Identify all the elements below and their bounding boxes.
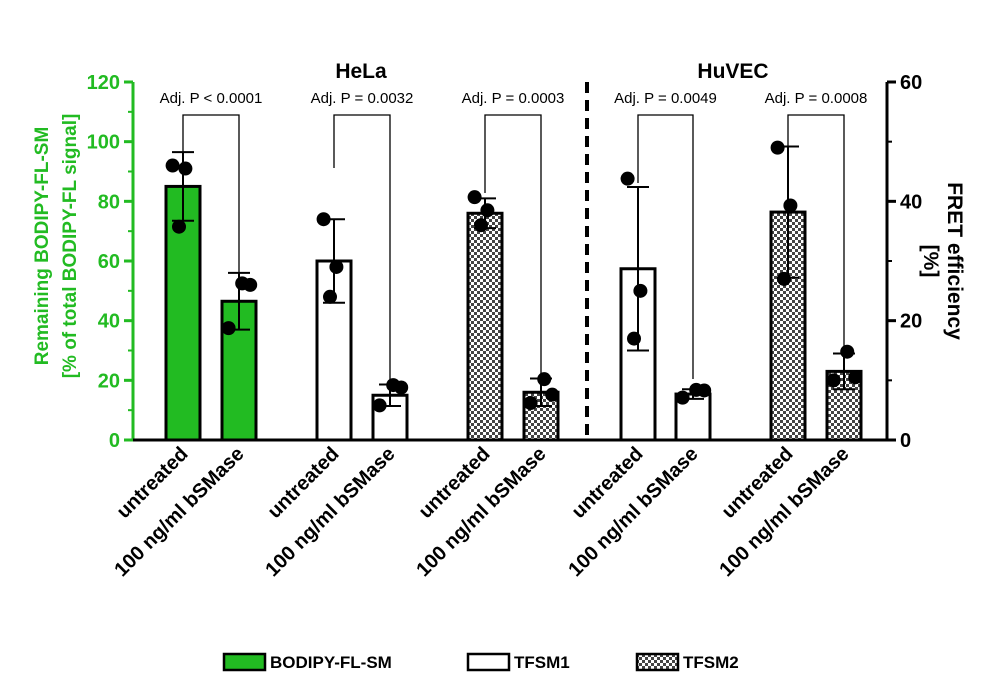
data-point [178,161,193,176]
left-tick-label: 0 [109,430,120,452]
left-tick-label: 80 [98,191,120,213]
legend-swatch [222,652,267,672]
data-point [783,198,798,213]
legend-swatch [466,652,511,672]
data-point [523,396,538,411]
data-point [770,140,785,155]
right-axis-label-line2: [%] [919,245,942,278]
data-point [165,158,180,173]
group-title-huvec: HuVEC [697,60,768,83]
data-point [243,277,258,292]
right-tick-label: 0 [900,430,911,452]
data-point [840,344,855,359]
right-axis-label-line1: FRET efficiency [943,182,966,340]
left-tick-label: 20 [98,370,120,392]
data-point [221,321,236,336]
data-point [474,218,488,233]
left-tick-label: 120 [87,72,120,94]
data-point [697,383,712,398]
data-point [633,283,648,298]
bar [466,211,504,442]
p-value-annotation: Adj. P = 0.0008 [765,90,868,107]
data-point [537,372,552,387]
legend-label: TFSM2 [683,653,739,672]
significance-bracket [637,114,694,379]
data-point [329,259,344,274]
data-point [323,289,337,304]
legend-label: TFSM1 [514,653,570,672]
p-value-annotation: Adj. P < 0.0001 [160,90,263,107]
legend-swatch [635,652,680,672]
data-point [620,171,635,186]
data-point [316,212,331,227]
data-point [372,398,387,413]
right-tick-label: 40 [900,191,922,213]
significance-bracket [182,114,240,272]
data-point [467,190,482,205]
p-value-annotation: Adj. P = 0.0003 [462,90,565,107]
left-tick-label: 40 [98,311,120,333]
significance-bracket [484,114,542,377]
data-point [826,373,841,388]
left-axis-label-line1: Remaining BODIPY-FL-SM [32,127,53,366]
data-point [777,271,791,286]
data-point [545,387,560,402]
data-point [394,380,409,395]
legend-label: BODIPY-FL-SM [270,653,392,672]
data-point [480,203,495,218]
data-point [675,390,690,405]
left-axis-label-line2: [% of total BODIPY-FL signal] [60,114,81,379]
group-title-hela: HeLa [335,60,387,83]
significance-bracket [333,114,391,382]
p-value-annotation: Adj. P = 0.0032 [311,90,414,107]
left-tick-label: 60 [98,251,120,273]
data-point [848,370,863,385]
significance-bracket [787,114,845,382]
right-tick-label: 20 [900,311,922,333]
right-tick-label: 60 [900,72,922,94]
data-point [172,219,186,234]
p-value-annotation: Adj. P = 0.0049 [614,90,717,107]
data-point [627,331,641,346]
left-tick-label: 100 [87,132,120,154]
